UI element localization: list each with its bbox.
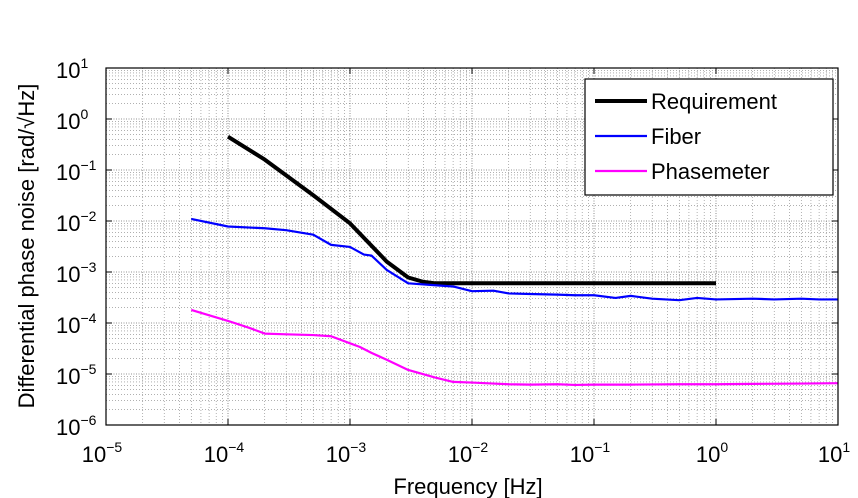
x-tick-label-base: 10: [818, 442, 842, 467]
legend-label-phasemeter: Phasemeter: [651, 159, 770, 184]
x-tick-label: 10−1: [570, 439, 611, 467]
x-tick-label-exponent: −2: [472, 439, 488, 455]
series-line-phasemeter: [190, 308, 839, 387]
series-line-fiber: [191, 217, 838, 302]
y-tick-label: 10−1: [56, 157, 97, 185]
x-tick-label-exponent: −1: [594, 439, 610, 455]
series-line-requirement: [226, 134, 716, 286]
y-tick-label-base: 10: [56, 58, 80, 83]
y-tick-label-base: 10: [56, 364, 80, 389]
x-tick-label: 10−3: [326, 439, 367, 467]
y-tick-label-exponent: 0: [80, 106, 88, 122]
y-tick-label: 101: [56, 55, 88, 83]
y-tick-label: 10−6: [56, 412, 97, 440]
y-tick-label: 10−2: [56, 208, 97, 236]
x-tick-label: 10−5: [82, 439, 123, 467]
y-tick-label-base: 10: [56, 415, 80, 440]
y-tick-label-exponent: −2: [80, 208, 96, 224]
y-tick-label: 10−4: [56, 310, 97, 338]
x-tick-label: 10−4: [204, 439, 245, 467]
x-tick-label-base: 10: [326, 442, 350, 467]
y-tick-label-exponent: −1: [80, 157, 96, 173]
y-axis-label: Differential phase noise [rad/√Hz]: [14, 84, 39, 409]
y-tick-label: 100: [56, 106, 88, 134]
x-tick-label-base: 10: [570, 442, 594, 467]
x-tick-label-exponent: −3: [350, 439, 366, 455]
y-tick-label-exponent: −3: [80, 259, 96, 275]
x-tick-label-exponent: 0: [720, 439, 728, 455]
x-tick-label-base: 10: [696, 442, 720, 467]
y-tick-label-exponent: 1: [80, 55, 88, 71]
y-tick-label-base: 10: [56, 109, 80, 134]
y-tick-label-exponent: −5: [80, 361, 96, 377]
y-tick-label-exponent: −6: [80, 412, 96, 428]
legend-label-requirement: Requirement: [651, 89, 777, 114]
x-tick-label-exponent: −5: [106, 439, 122, 455]
x-axis-ticks: 10−5 10−4 10−3 10−2 10−1 100 101: [82, 68, 850, 467]
y-tick-label: 10−3: [56, 259, 97, 287]
x-tick-label: 100: [696, 439, 728, 467]
x-tick-label-base: 10: [448, 442, 472, 467]
y-tick-label-base: 10: [56, 262, 80, 287]
x-tick-label-exponent: 1: [842, 439, 850, 455]
legend-label-fiber: Fiber: [651, 124, 701, 149]
y-tick-label-exponent: −4: [80, 310, 96, 326]
x-axis-label: Frequency [Hz]: [393, 474, 542, 498]
x-tick-label-base: 10: [82, 442, 106, 467]
series-layer: [190, 134, 839, 387]
x-tick-label-exponent: −4: [228, 439, 244, 455]
legend: Requirement Fiber Phasemeter: [584, 78, 834, 196]
y-tick-label-base: 10: [56, 160, 80, 185]
y-tick-label: 10−5: [56, 361, 97, 389]
y-tick-label-base: 10: [56, 211, 80, 236]
y-tick-label-base: 10: [56, 313, 80, 338]
x-tick-label-base: 10: [204, 442, 228, 467]
x-tick-label: 10−2: [448, 439, 489, 467]
x-tick-label: 101: [818, 439, 850, 467]
